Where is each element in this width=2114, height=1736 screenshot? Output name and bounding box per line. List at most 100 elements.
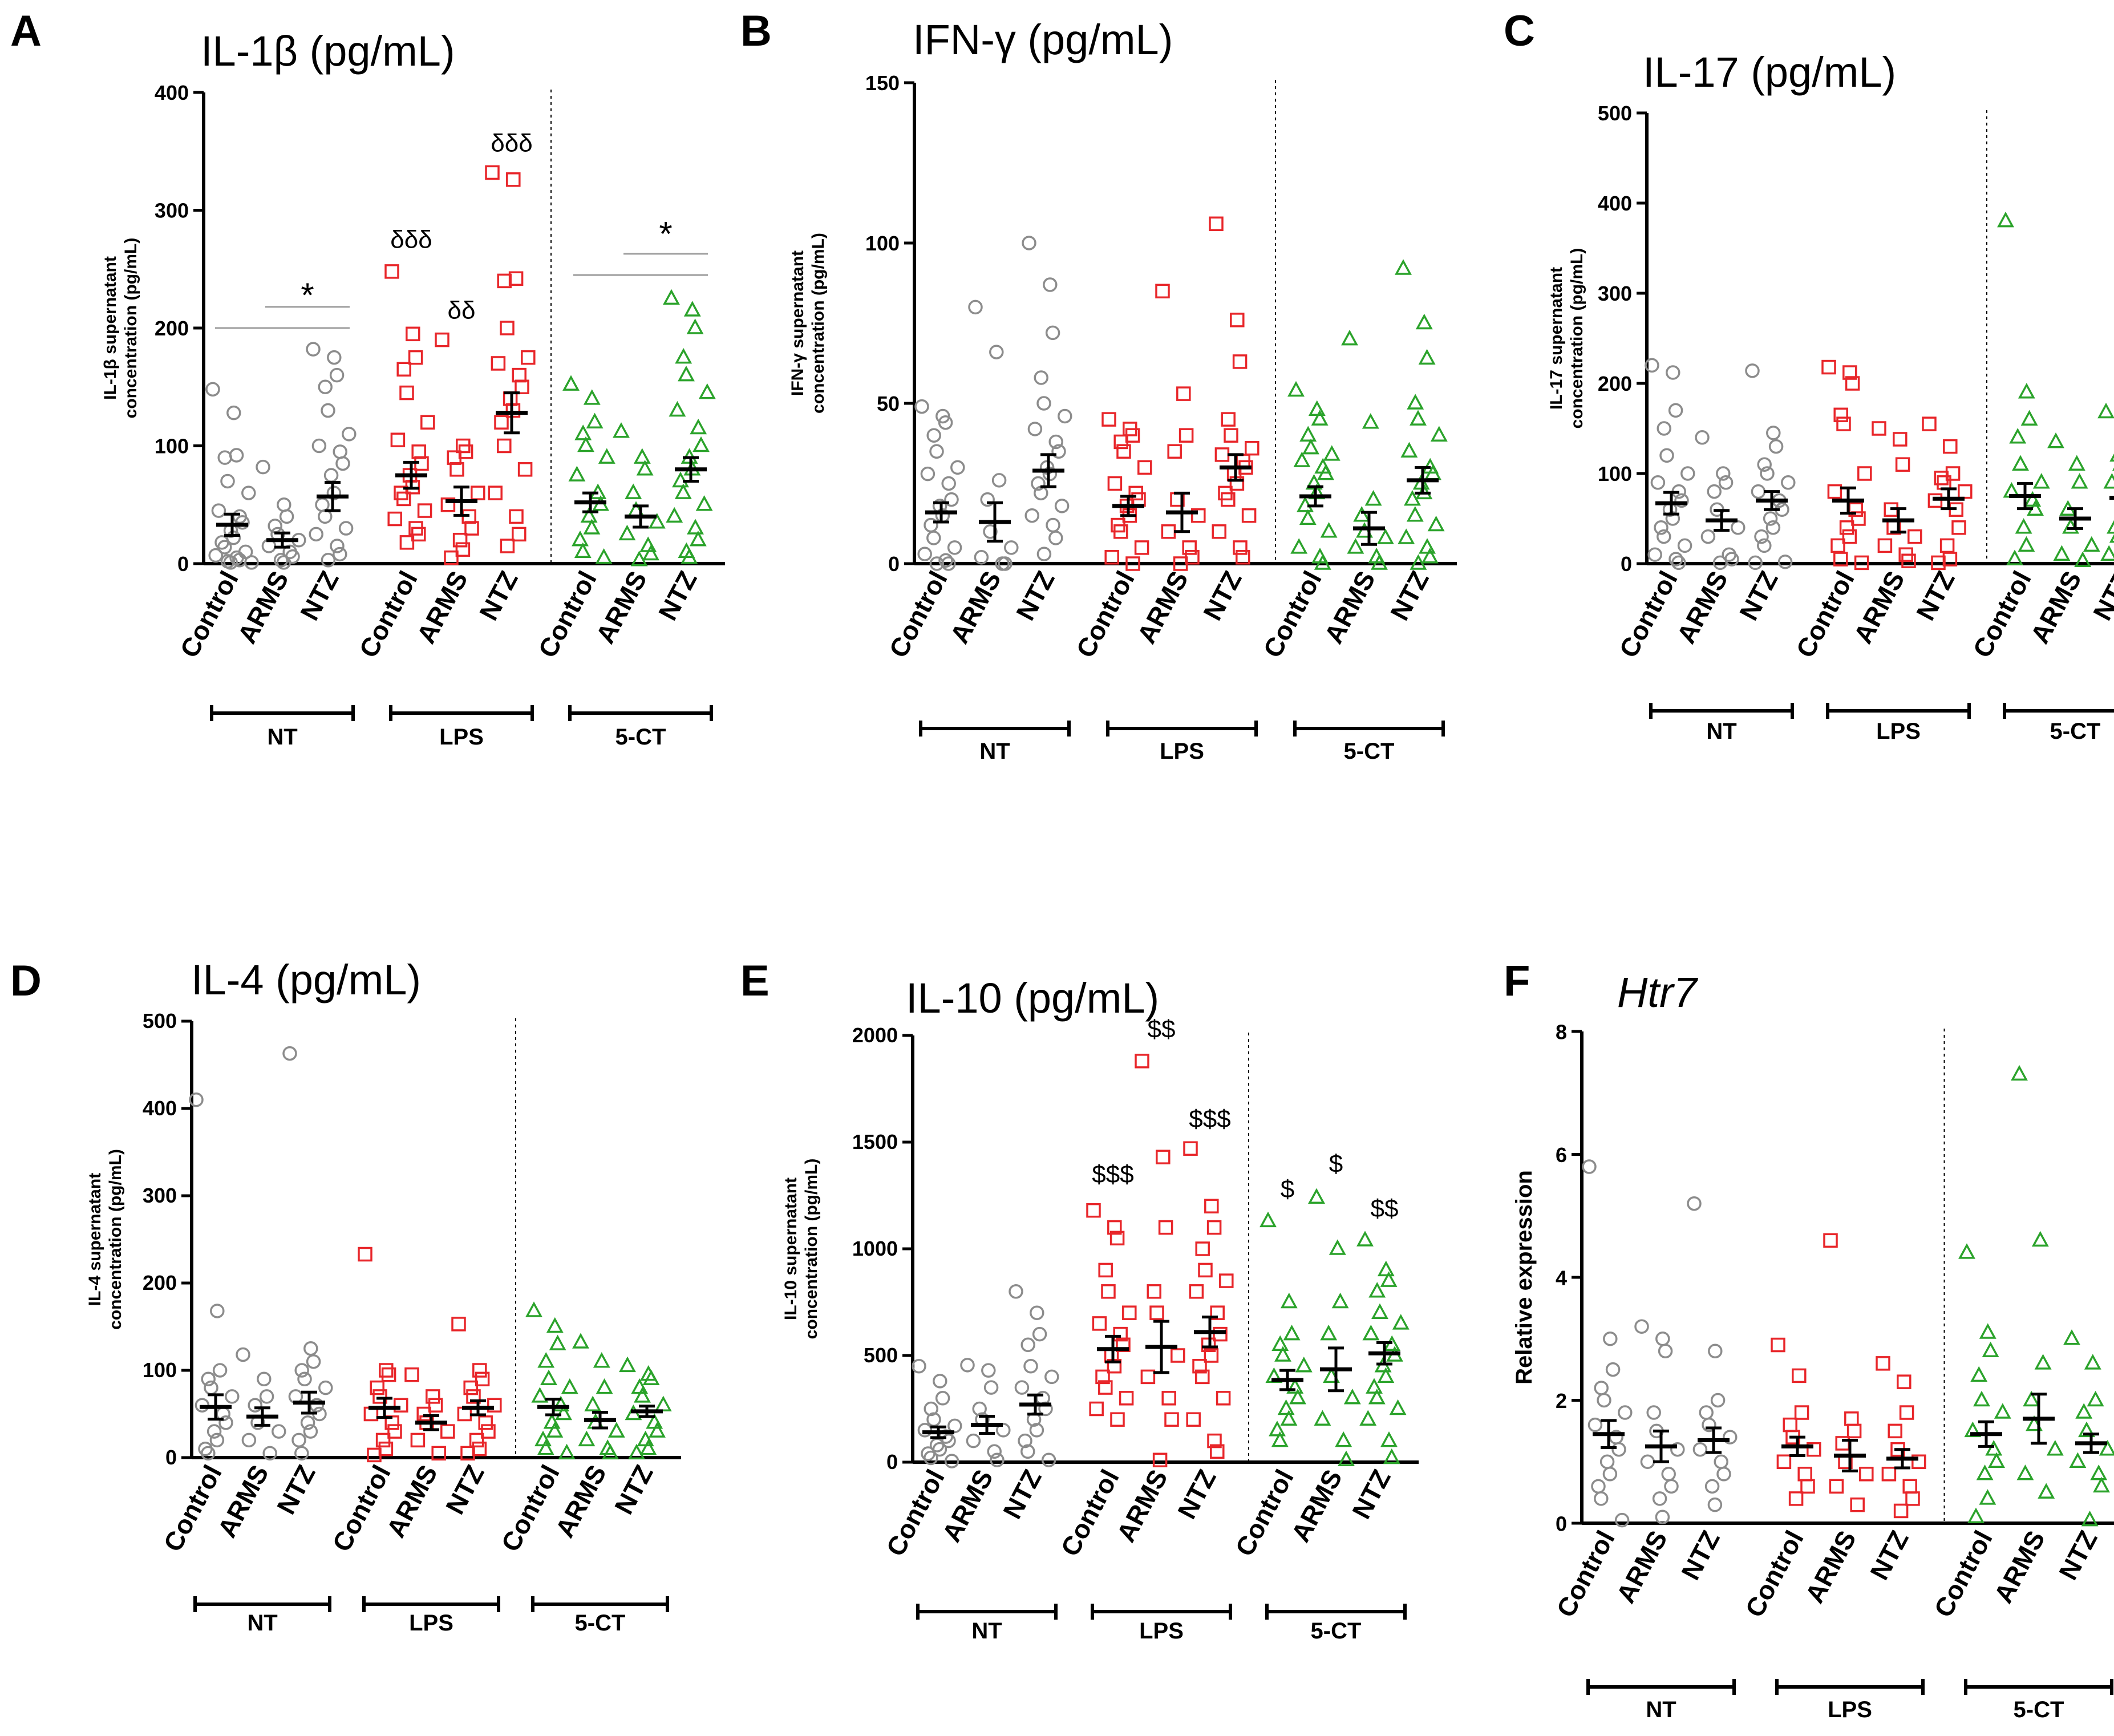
- data-point: [321, 553, 336, 568]
- series-lps-arms: [1155, 284, 1206, 571]
- data-point: [1232, 354, 1248, 369]
- data-point: [2068, 455, 2085, 471]
- data-point: [229, 448, 244, 463]
- data-point: [2020, 410, 2038, 426]
- series-lps-arms: [435, 332, 485, 565]
- series-5-ct-ntz: [1395, 259, 1448, 570]
- data-point: [1216, 1391, 1231, 1406]
- y-tick-label: 500: [864, 1344, 898, 1367]
- data-point: [469, 1432, 484, 1448]
- data-point: [1427, 515, 1445, 532]
- data-point: [1788, 1491, 1804, 1506]
- series-lps-control: [1101, 412, 1152, 571]
- y-axis-label-line: concentration (pg/mL): [802, 1159, 821, 1340]
- series-5-ct-control: [1260, 1211, 1313, 1447]
- y-tick-label: 200: [143, 1271, 177, 1294]
- data-point: [1014, 1380, 1030, 1395]
- data-point: [1700, 529, 1716, 544]
- data-point: [1997, 211, 2014, 228]
- data-point: [440, 497, 456, 512]
- data-point: [338, 521, 354, 536]
- significance-annotation: δδ: [448, 296, 476, 324]
- data-point: [1958, 484, 1973, 499]
- data-point: [428, 1398, 443, 1413]
- data-point: [1018, 1433, 1032, 1448]
- series-nt-ntz: [1009, 1284, 1059, 1468]
- data-point: [1195, 1241, 1210, 1256]
- data-point: [1395, 259, 1412, 275]
- data-point: [1191, 508, 1206, 523]
- y-tick-label: 400: [143, 1096, 177, 1120]
- data-point: [1415, 313, 1433, 330]
- data-point: [917, 1423, 933, 1438]
- data-point: [1182, 540, 1197, 555]
- data-point: [1597, 1393, 1611, 1408]
- data-point: [674, 483, 692, 499]
- y-tick-label: 500: [1598, 102, 1632, 125]
- x-category-label: Control: [1070, 566, 1140, 662]
- group-label: LPS: [1828, 1697, 1872, 1722]
- data-point: [466, 1389, 481, 1404]
- series-nt-control: [1582, 1159, 1633, 1528]
- series-5-ct-arms: [572, 1333, 625, 1460]
- y-axis-label-line: IL-4 supernatant: [86, 1173, 104, 1306]
- x-category-label: NTZ: [653, 566, 703, 625]
- data-point: [595, 548, 613, 564]
- data-point: [1058, 408, 1072, 424]
- series-5-ct-ntz: [619, 1356, 672, 1460]
- data-point: [2046, 1440, 2064, 1456]
- y-tick-label: 500: [143, 1009, 177, 1033]
- data-point: [2032, 473, 2050, 489]
- data-point: [1167, 444, 1182, 459]
- data-point: [1219, 1273, 1234, 1288]
- data-point: [1364, 489, 1382, 506]
- data-point: [1716, 1467, 1731, 1482]
- data-point: [1602, 1467, 1618, 1482]
- data-point: [912, 1358, 926, 1374]
- y-tick-label: 200: [1598, 372, 1632, 395]
- data-point: [991, 473, 1007, 488]
- x-category-label: Control: [1928, 1525, 1998, 1622]
- data-point: [367, 1447, 382, 1463]
- data-point: [1179, 428, 1194, 443]
- data-point: [1116, 1337, 1131, 1353]
- series-5-ct-arms: [2011, 1065, 2064, 1499]
- data-point: [1186, 1412, 1201, 1427]
- data-point: [1964, 1421, 1982, 1438]
- data-point: [235, 515, 250, 530]
- data-point: [1089, 1401, 1104, 1417]
- data-point: [1140, 1369, 1156, 1385]
- series-nt-arms: [1695, 430, 1746, 570]
- data-point: [1594, 1381, 1609, 1395]
- series-nt-ntz: [306, 342, 357, 568]
- x-category-label: NTZ: [1384, 566, 1435, 625]
- data-point: [2107, 520, 2114, 534]
- data-point: [209, 1432, 225, 1448]
- x-category-label: Control: [157, 1460, 228, 1556]
- data-point: [1308, 1188, 1325, 1204]
- data-point: [1587, 1417, 1603, 1432]
- data-point: [204, 1380, 218, 1395]
- data-point: [1905, 1491, 1920, 1506]
- data-point: [1048, 531, 1063, 545]
- x-category-label: ARMS: [1848, 566, 1910, 648]
- data-point: [1048, 434, 1063, 450]
- data-point: [1901, 553, 1916, 569]
- series-5-ct-ntz: [1356, 1231, 1410, 1464]
- data-point: [1320, 1324, 1338, 1341]
- data-point: [1192, 1358, 1207, 1374]
- significance-annotation: *: [301, 276, 314, 314]
- data-point: [1152, 1452, 1168, 1468]
- data-point: [277, 497, 291, 512]
- x-category-label: NTZ: [1734, 566, 1784, 625]
- data-point: [1951, 520, 1966, 535]
- data-point: [488, 485, 503, 500]
- series-nt-ntz: [1745, 363, 1796, 570]
- data-point: [642, 544, 659, 561]
- data-point: [2034, 1354, 2052, 1370]
- data-point: [1214, 447, 1230, 462]
- data-point: [1718, 475, 1734, 490]
- data-point: [1022, 236, 1036, 250]
- series-5-ct-ntz: [2063, 1329, 2114, 1527]
- data-point: [1158, 1220, 1173, 1235]
